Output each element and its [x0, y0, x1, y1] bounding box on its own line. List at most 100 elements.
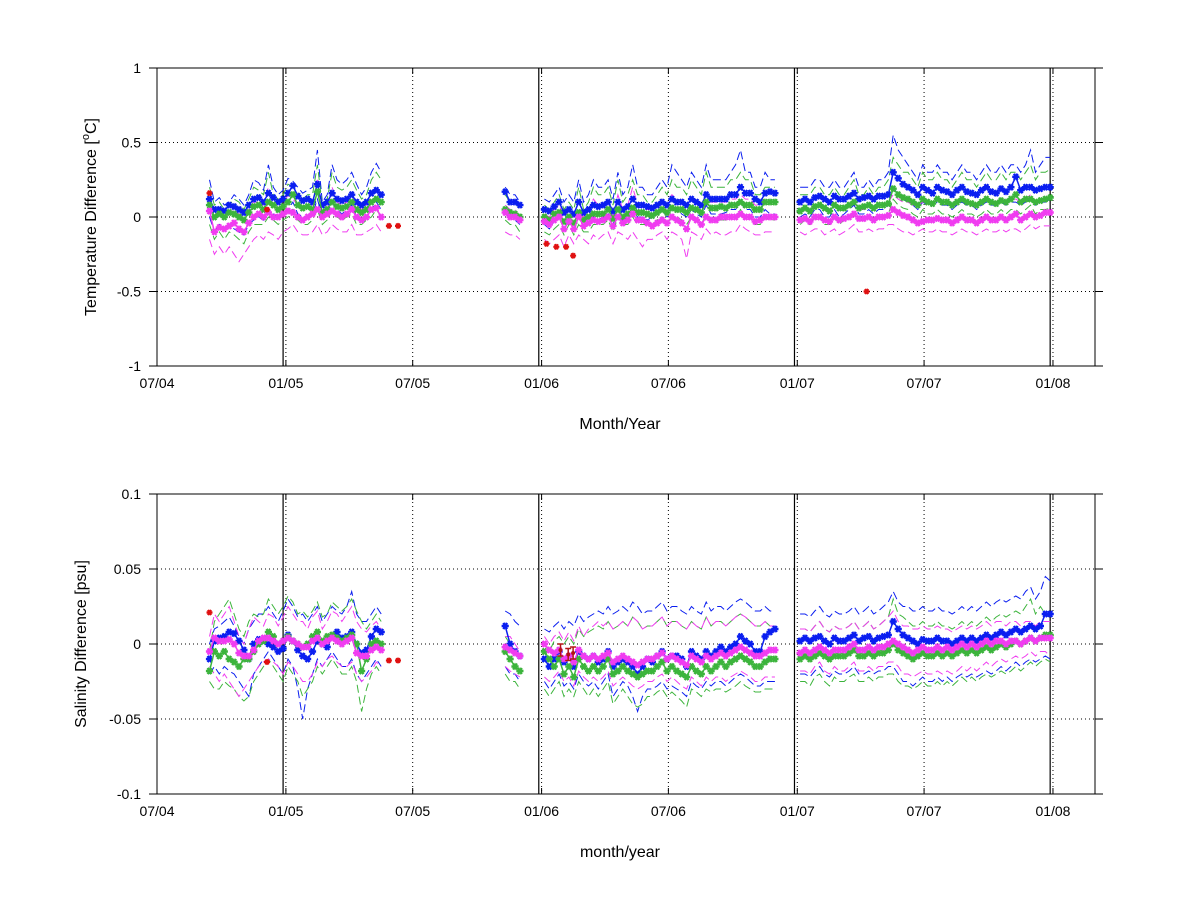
temperature-green-marker [269, 201, 277, 209]
temperature-green-marker [816, 201, 824, 209]
salinity-magenta-marker [255, 637, 263, 645]
temperature-blue-marker [255, 193, 263, 202]
salinity-blue-marker [294, 646, 302, 654]
temperature-blue-marker [225, 201, 233, 209]
salinity-magenta-marker [506, 646, 514, 654]
salinity-y-tick-label: -0.1 [117, 786, 141, 802]
salinity-green-marker [550, 662, 558, 671]
temperature-blue-marker [953, 186, 961, 194]
temperature-magenta-marker [687, 213, 696, 221]
salinity-blue-marker [909, 637, 917, 645]
salinity-green-marker [516, 667, 524, 675]
temperature-magenta-marker [992, 216, 1000, 224]
salinity-blue-marker [948, 640, 956, 648]
salinity-blue-marker [1046, 610, 1054, 618]
salinity-x-tick-label: 07/05 [395, 803, 430, 819]
salinity-blue-marker [899, 631, 907, 639]
temperature-magenta-marker [540, 217, 548, 226]
temperature-magenta-marker [313, 205, 321, 214]
temperature-magenta-marker [1017, 216, 1025, 224]
salinity-blue-marker [761, 632, 769, 641]
temperature-green-marker [333, 202, 341, 211]
salinity-outlier-marker [206, 609, 213, 616]
salinity-green-marker [865, 649, 873, 657]
temperature-blue-marker [879, 192, 887, 200]
temperature-blue-marker [746, 189, 754, 197]
salinity-x-tick-label: 01/07 [780, 803, 815, 819]
salinity-magenta-marker [889, 637, 897, 645]
temperature-outlier-marker [553, 243, 560, 250]
salinity-y-tick-label: 0 [133, 636, 141, 652]
salinity-green-marker [604, 655, 612, 663]
salinity-magenta-marker [624, 655, 632, 663]
temperature-x-tick-label: 01/06 [524, 375, 559, 391]
temperature-green-marker [943, 198, 951, 206]
salinity-outlier-marker [395, 657, 401, 664]
temperature-magenta-marker [928, 216, 937, 224]
temperature-blue-marker [924, 186, 932, 194]
salinity-magenta-marker [973, 643, 981, 651]
temperature-outlier-marker [395, 222, 401, 230]
temperature-blue-marker [977, 186, 986, 194]
salinity-green-marker [987, 646, 995, 654]
salinity-green-marker [732, 655, 740, 663]
temperature-green-marker [845, 201, 853, 209]
salinity-green-marker [629, 670, 637, 678]
salinity-blue-marker [727, 643, 735, 651]
salinity-y-tick-labels: -0.1 -0.05 0 0.05 0.1 [109, 486, 141, 802]
salinity-magenta-marker [377, 646, 385, 654]
temperature-blue-marker [570, 210, 578, 218]
salinity-year-markers [282, 494, 1051, 794]
temperature-green-marker [1017, 198, 1025, 206]
salinity-y-tick-label: 0.05 [114, 561, 141, 577]
salinity-magenta-marker [545, 646, 553, 654]
temperature-magenta-marker [899, 211, 907, 220]
temperature-blue-marker [348, 190, 356, 199]
salinity-blue-lower-dashed-line [800, 655, 1051, 687]
temperature-magenta-marker [624, 216, 632, 224]
salinity-green-marker [801, 652, 809, 660]
salinity-magenta-marker [308, 637, 317, 645]
temperature-magenta-marker [643, 219, 651, 227]
temperature-green-marker [205, 201, 214, 209]
salinity-green-marker [712, 662, 720, 671]
temperature-green-marker [992, 199, 1000, 208]
salinity-blue-marker [845, 634, 853, 642]
temperature-blue-marker [973, 190, 981, 199]
salinity-magenta-marker [313, 634, 321, 642]
salinity-magenta-marker [997, 637, 1005, 645]
salinity-green-marker [584, 667, 593, 675]
temperature-blue-marker [269, 193, 277, 202]
salinity-green-marker [870, 652, 878, 660]
salinity-magenta-marker [668, 652, 676, 660]
temperature-y-tick-label: -0.5 [117, 284, 141, 300]
temperature-blue-marker [643, 202, 651, 211]
salinity-x-tick-label: 07/07 [907, 803, 942, 819]
salinity-magenta-marker [1022, 637, 1030, 645]
temperature-magenta-marker [230, 219, 238, 227]
salinity-magenta-marker [594, 655, 602, 663]
salinity-blue-marker [982, 631, 990, 639]
salinity-blue-marker [997, 628, 1005, 636]
salinity-green-marker [609, 670, 617, 678]
salinity-blue-marker [1007, 628, 1015, 636]
temperature-green-marker [313, 187, 321, 196]
temperature-green-marker [358, 208, 366, 217]
salinity-magenta-marker [584, 655, 593, 663]
temperature-green-marker [210, 213, 218, 221]
temperature-magenta-marker [367, 205, 375, 214]
temperature-green-marker [264, 198, 272, 206]
salinity-magenta-marker [353, 649, 361, 657]
temperature-blue-marker [1002, 187, 1010, 196]
temperature-blue-marker [850, 189, 858, 197]
temperature-magenta-marker [328, 207, 336, 215]
salinity-magenta-marker [894, 640, 902, 648]
temperature-blue-marker [914, 190, 922, 199]
salinity-magenta-upper-dashed-line [209, 605, 382, 646]
temperature-green-marker [348, 198, 356, 206]
temperature-green-marker [609, 214, 617, 223]
temperature-green-marker [1027, 195, 1035, 203]
temperature-blue-marker [761, 189, 769, 197]
salinity-blue-upper-dashed-line [800, 575, 1051, 618]
salinity-magenta-lower-dashed-line [800, 650, 1051, 678]
